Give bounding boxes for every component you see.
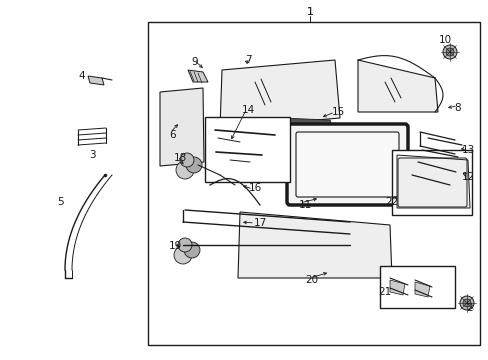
Circle shape [459, 296, 473, 310]
Circle shape [180, 153, 194, 167]
Polygon shape [187, 70, 207, 82]
Text: 1: 1 [306, 7, 313, 17]
Text: 12: 12 [461, 172, 474, 182]
Polygon shape [357, 60, 437, 112]
Text: 22: 22 [385, 197, 398, 207]
Circle shape [178, 238, 192, 252]
Text: 1: 1 [306, 7, 313, 17]
Polygon shape [220, 60, 339, 128]
Bar [379, 266, 454, 308]
Text: 14: 14 [241, 105, 254, 115]
Text: 11: 11 [298, 200, 311, 210]
Text: 5: 5 [57, 197, 63, 207]
Circle shape [174, 246, 192, 264]
Text: 13: 13 [461, 145, 474, 155]
Circle shape [176, 161, 194, 179]
Polygon shape [414, 282, 429, 297]
Circle shape [442, 45, 456, 59]
Text: 4: 4 [79, 71, 85, 81]
Bar [148, 22, 479, 345]
Polygon shape [389, 280, 404, 295]
Text: 10: 10 [438, 35, 450, 45]
Text: 6: 6 [169, 130, 176, 140]
Polygon shape [396, 155, 469, 208]
Polygon shape [280, 118, 331, 126]
Text: 7: 7 [244, 55, 251, 65]
Text: 18: 18 [173, 153, 186, 163]
Circle shape [183, 242, 200, 258]
FancyBboxPatch shape [295, 132, 398, 197]
Polygon shape [160, 88, 203, 166]
Polygon shape [238, 212, 391, 278]
Circle shape [462, 299, 470, 307]
Bar [391, 150, 471, 215]
FancyBboxPatch shape [286, 124, 407, 205]
Text: 8: 8 [454, 103, 460, 113]
Text: 20: 20 [305, 275, 318, 285]
Text: 19: 19 [168, 241, 181, 251]
Text: 16: 16 [248, 183, 261, 193]
Text: 17: 17 [253, 218, 266, 228]
Circle shape [185, 157, 202, 173]
Text: 21: 21 [378, 287, 391, 297]
Polygon shape [88, 76, 104, 85]
Text: 9: 9 [191, 57, 198, 67]
Text: 2: 2 [466, 303, 472, 313]
Circle shape [445, 48, 453, 56]
Bar [204, 117, 289, 182]
Text: 15: 15 [331, 107, 344, 117]
Text: 3: 3 [88, 150, 95, 160]
